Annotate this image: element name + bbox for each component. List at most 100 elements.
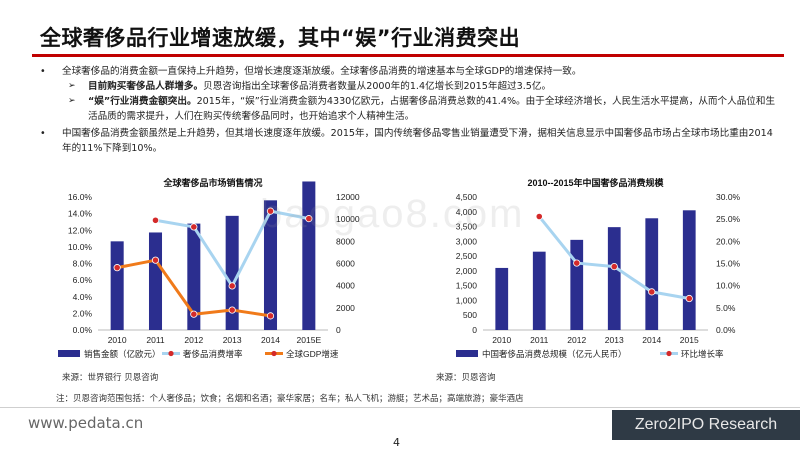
y-right-tick-label: 15.0% <box>716 259 741 269</box>
y-left-tick-label: 12.0% <box>68 225 93 235</box>
y-left-tick-label: 1,000 <box>456 295 478 305</box>
y-right-tick-label: 10.0% <box>716 281 741 291</box>
legend-bar-swatch <box>456 350 478 357</box>
sub-bullet-2: ➢ “娱”行业消费金额突出。2015年，“娱”行业消费金额为4330亿欧元，占据… <box>40 94 780 124</box>
y-left-tick-label: 14.0% <box>68 209 93 219</box>
y-left-tick-label: 0 <box>472 325 477 335</box>
data-point <box>610 263 618 271</box>
footer-divider <box>0 407 800 408</box>
sub-bullet-text: 贝恩咨询指出全球奢侈品消费者数量从2000年的1.4亿增长到2015年超过3.5… <box>203 81 552 92</box>
y-right-tick-label: 8000 <box>336 236 355 246</box>
legend-label: 销售金额（亿欧元） <box>84 349 161 359</box>
legend-bar-swatch <box>58 350 80 357</box>
y-left-tick-label: 4.0% <box>73 292 93 302</box>
data-point <box>151 256 160 264</box>
x-tick-label: 2013 <box>223 335 242 345</box>
bullet-1: • 全球奢侈品的消费金额一直保持上升趋势，但增长速度逐渐放缓。全球奢侈品消费的增… <box>40 64 780 79</box>
y-left-tick-label: 3,500 <box>456 222 478 232</box>
bar <box>495 267 509 330</box>
x-tick-label: 2014 <box>642 335 661 345</box>
x-tick-label: 2013 <box>605 335 624 345</box>
legend-marker-icon <box>271 350 277 357</box>
y-left-tick-label: 8.0% <box>73 259 93 269</box>
y-left-tick-label: 500 <box>463 310 477 320</box>
y-left-tick-label: 6.0% <box>73 275 93 285</box>
data-point <box>266 207 275 215</box>
bar <box>570 239 584 330</box>
legend-label: 环比增长率 <box>681 349 724 359</box>
page-number: 4 <box>393 436 400 449</box>
source-left: 来源：世界银行 贝恩咨询 <box>62 373 159 383</box>
y-left-tick-label: 4,500 <box>456 192 478 202</box>
bar <box>263 200 278 330</box>
sub-bullet-heading: 目前购买奢侈品人群增多。 <box>88 81 204 92</box>
y-right-tick-label: 12000 <box>336 192 360 202</box>
chart-title: 2010--2015年中国奢侈品消费规模 <box>527 177 664 188</box>
source-right: 来源：贝恩咨询 <box>436 373 496 383</box>
bar <box>607 227 621 330</box>
x-tick-label: 2011 <box>530 335 549 345</box>
x-tick-label: 2010 <box>492 335 511 345</box>
x-tick-label: 2010 <box>108 335 127 345</box>
y-left-tick-label: 3,000 <box>456 236 478 246</box>
bar <box>682 210 696 330</box>
y-right-tick-label: 10000 <box>336 214 360 224</box>
data-point <box>535 212 543 221</box>
y-left-tick-label: 2,500 <box>456 251 478 261</box>
y-right-tick-label: 2000 <box>336 303 355 313</box>
bar <box>225 215 239 330</box>
china-luxury-consumption-chart: 2010--2015年中国奢侈品消费规模 0 500 1,000 1,500 2,000 2… <box>456 177 741 359</box>
bullet-text: 中国奢侈品消费金额虽然是上升趋势，但其增长速度逐年放缓。2015年，国内传统奢侈… <box>62 128 773 154</box>
y-left-tick-label: 4,000 <box>456 207 478 217</box>
bar <box>148 232 163 330</box>
title-rule <box>32 54 784 57</box>
y-left-tick-label: 0.0% <box>73 325 93 335</box>
x-tick-label: 2012 <box>567 335 586 345</box>
data-point <box>648 288 656 296</box>
data-point <box>266 312 275 320</box>
legend-label: 奢侈品消费增率 <box>183 349 243 359</box>
bullet-dot-icon: • <box>40 66 46 77</box>
arrow-bullet-icon: ➢ <box>68 96 76 106</box>
arrow-bullet-icon: ➢ <box>68 81 76 91</box>
data-point <box>151 216 160 224</box>
legend-label: 中国奢侈品消费总规模（亿元人民币） <box>482 349 627 359</box>
y-left-tick-label: 1,500 <box>456 281 478 291</box>
global-luxury-sales-chart: 全球奢侈品市场销售情况 0.0% 2.0% 4.0% 6.0% 8.0% 10.0% 12.0… <box>58 177 360 359</box>
data-point <box>113 264 121 272</box>
data-point <box>573 259 581 267</box>
sub-bullet-text: 2015年，“娱”行业消费金额为4330亿欧元，占据奢侈品消费总数的41.4%。… <box>88 96 776 122</box>
website-link[interactable]: www.pedata.cn <box>28 414 144 432</box>
y-right-tick-label: 6000 <box>336 259 355 269</box>
y-left-tick-label: 10.0% <box>68 242 93 252</box>
x-tick-label: 2014 <box>261 335 280 345</box>
bar <box>302 181 316 330</box>
data-point <box>190 223 198 231</box>
bullet-text: 全球奢侈品的消费金额一直保持上升趋势，但增长速度逐渐放缓。全球奢侈品消费的增速基… <box>62 66 582 77</box>
chart-title: 全球奢侈品市场销售情况 <box>162 177 262 188</box>
x-tick-label: 2015E <box>297 335 322 345</box>
footnote: 注：贝恩咨询范围包括：个人奢侈品；饮食；名烟和名酒；豪华家居；名车；私人飞机；游… <box>56 394 524 404</box>
legend-label: 全球GDP增速 <box>286 349 339 359</box>
bar <box>532 251 546 330</box>
bar <box>187 223 201 330</box>
y-right-tick-label: 5.0% <box>716 303 736 313</box>
bar <box>110 241 124 330</box>
legend-marker-icon <box>168 350 174 357</box>
brand-logo: Zero2IPO Research <box>612 410 800 440</box>
legend-marker-icon <box>666 350 672 357</box>
y-right-tick-label: 0 <box>336 325 341 335</box>
x-tick-label: 2015 <box>680 335 699 345</box>
y-left-tick-label: 16.0% <box>68 192 93 202</box>
y-right-tick-label: 4000 <box>336 281 355 291</box>
bullet-2: • 中国奢侈品消费金额虽然是上升趋势，但其增长速度逐年放缓。2015年，国内传统… <box>40 126 780 156</box>
y-right-tick-label: 30.0% <box>716 192 741 202</box>
y-left-tick-label: 2.0% <box>73 308 93 318</box>
data-point <box>685 294 693 303</box>
y-right-tick-label: 0.0% <box>716 325 736 335</box>
bar <box>645 218 659 330</box>
data-point <box>228 306 236 314</box>
x-tick-label: 2012 <box>184 335 203 345</box>
bullet-dot-icon: • <box>40 128 46 139</box>
sub-bullet-heading: “娱”行业消费金额突出。 <box>88 96 197 107</box>
